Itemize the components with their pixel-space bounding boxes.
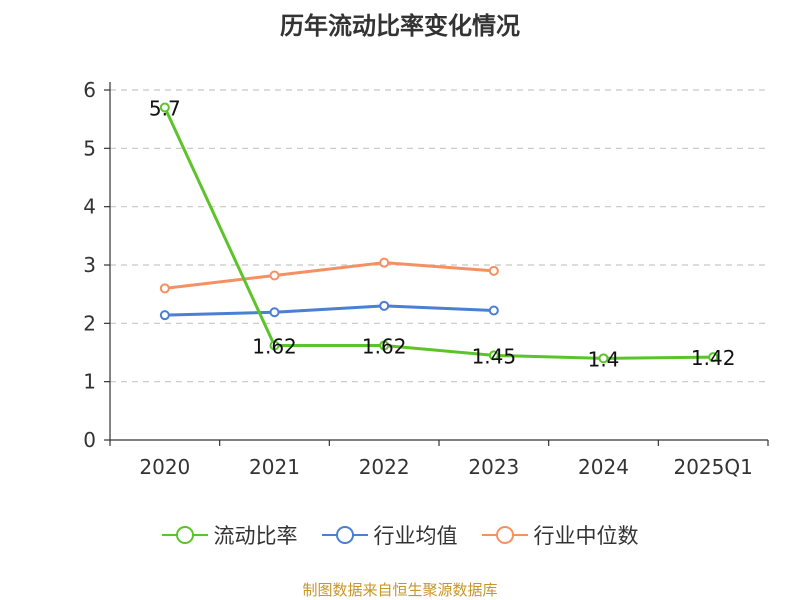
legend-marker-current-ratio — [161, 526, 208, 544]
y-tick-label: 2 — [83, 311, 96, 335]
legend-item-industry-median[interactable]: 行业中位数 — [481, 520, 639, 550]
chart-title: 历年流动比率变化情况 — [280, 12, 520, 40]
legend-marker-industry-mean — [321, 526, 368, 544]
series-industry-mean-point — [159, 310, 170, 321]
series-industry-median-point — [159, 283, 170, 294]
legend-label-current-ratio: 流动比率 — [213, 524, 298, 548]
series-current-ratio-point — [379, 340, 390, 351]
y-tick-label: 0 — [83, 428, 96, 452]
y-tick-label: 3 — [83, 253, 96, 277]
legend-item-current-ratio[interactable]: 流动比率 — [161, 520, 298, 550]
data-label: 1.45 — [472, 344, 517, 368]
series-current-ratio-point — [488, 350, 499, 361]
y-tick-label: 1 — [83, 370, 96, 394]
series-industry-mean-point — [488, 305, 499, 316]
series-industry-median-point — [488, 265, 499, 276]
data-label: 1.62 — [362, 335, 407, 359]
x-tick-label: 2020 — [139, 455, 190, 479]
series-industry-mean-point — [269, 307, 280, 318]
x-tick-label: 2025Q1 — [673, 455, 752, 479]
data-label: 1.42 — [691, 346, 736, 370]
series-current-ratio-point — [159, 102, 170, 113]
data-label: 1.62 — [252, 335, 297, 359]
series-industry-mean-line — [164, 304, 494, 317]
series-current-ratio-point — [598, 353, 609, 364]
legend-label-industry-mean: 行业均值 — [373, 524, 458, 548]
series-current-ratio-point — [269, 340, 280, 351]
series-layer — [159, 102, 719, 364]
y-tick-label: 6 — [83, 78, 96, 102]
label-layer: 5.7 1.62 1.62 1.45 1.4 1.42 — [149, 97, 736, 372]
series-industry-mean-point — [379, 300, 390, 311]
x-tick-label: 2021 — [249, 455, 300, 479]
series-current-ratio-line — [163, 106, 714, 360]
x-tick-label: 2022 — [359, 455, 410, 479]
legend-item-industry-mean[interactable]: 行业均值 — [321, 520, 458, 550]
data-label: 1.4 — [588, 347, 620, 371]
axis-layer: 0 1 2 3 4 5 6 2020 2021 2022 2023 2024 2025Q1 — [83, 78, 769, 479]
series-industry-median-line — [164, 261, 494, 290]
legend-marker-industry-median — [481, 526, 528, 544]
series-current-ratio-point — [708, 352, 719, 363]
data-label: 5.7 — [149, 97, 181, 121]
series-industry-median-point — [269, 270, 280, 281]
y-tick-label: 4 — [83, 195, 96, 219]
y-tick-label: 5 — [83, 136, 96, 160]
x-tick-label: 2023 — [468, 455, 519, 479]
grid-layer — [110, 89, 768, 383]
x-tick-label: 2024 — [578, 455, 629, 479]
series-industry-median-point — [379, 257, 390, 268]
source-note: 制图数据来自恒生聚源数据库 — [302, 581, 498, 599]
legend-label-industry-median: 行业中位数 — [533, 524, 639, 548]
legend: 流动比率 行业均值 行业中位数 — [0, 520, 800, 550]
